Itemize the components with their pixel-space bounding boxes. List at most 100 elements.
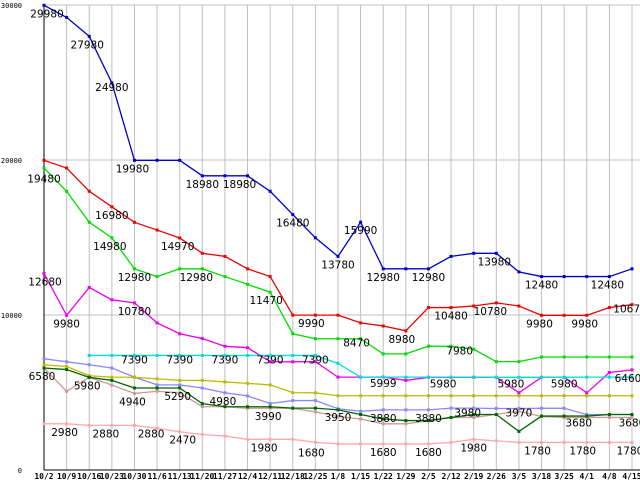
data-point [517,429,521,433]
data-point [404,442,408,446]
x-tick-label: 3/18 [532,472,551,480]
data-label: 2470 [169,435,196,447]
data-point [155,353,159,357]
data-point [472,415,476,419]
data-point [178,430,182,434]
data-point [246,174,250,178]
data-point [630,375,634,379]
data-point [223,391,227,395]
data-point [472,375,476,379]
data-point [87,189,91,193]
data-point [607,413,611,417]
data-point [540,406,544,410]
data-label: 10670 [613,304,640,316]
data-point [585,375,589,379]
data-label-layer: 29980 27980 24980 19980 18980 18980 16480 13780… [27,8,640,459]
data-point [223,353,227,357]
data-point [517,406,521,410]
data-point [42,366,46,370]
data-point [449,415,453,419]
data-point [65,189,69,193]
x-tick-label: 12/25 [303,472,327,480]
data-label: 1980 [460,442,487,454]
series-10 [42,422,634,446]
data-point [607,440,611,444]
data-point [110,205,114,209]
x-tick-label: 11/27 [213,472,237,480]
data-point [268,353,272,357]
data-point [494,394,498,398]
data-point [472,406,476,410]
data-point [517,394,521,398]
data-point [291,406,295,410]
data-point [426,306,430,310]
data-point [404,329,408,333]
data-point [313,236,317,240]
data-point [200,353,204,357]
data-label: 5999 [370,378,397,390]
data-point [404,375,408,379]
data-point [65,389,69,393]
data-point [562,275,566,279]
data-point [87,353,91,357]
series-7 [42,363,634,398]
data-point [200,405,204,409]
data-point [132,267,136,271]
data-label: 1780 [524,445,551,457]
data-point [268,402,272,406]
data-label: 12480 [525,280,558,292]
x-tick-label: 10/2 [34,472,53,480]
data-point [223,174,227,178]
data-point [268,405,272,409]
data-point [517,391,521,395]
data-point [132,375,136,379]
data-point [313,313,317,317]
data-point [562,355,566,359]
data-point [359,417,363,421]
data-point [200,433,204,437]
data-point [607,394,611,398]
data-point [381,324,385,328]
data-label: 10780 [118,306,151,318]
data-point [268,290,272,294]
x-tick-label: 10/30 [122,472,146,480]
data-label: 16480 [276,218,309,230]
data-label: 12680 [28,276,61,288]
data-point [87,374,91,378]
data-point [494,251,498,255]
data-label: 3880 [415,413,442,425]
data-label: 2980 [51,427,78,439]
x-tick-label: 3/5 [512,472,527,480]
data-label: 2880 [92,428,119,440]
data-point [472,347,476,351]
data-point [336,337,340,341]
data-label: 29980 [30,8,63,20]
data-point [313,337,317,341]
data-point [132,423,136,427]
data-label: 3880 [370,413,397,425]
data-point [246,282,250,286]
data-point [472,413,476,417]
data-point [404,408,408,412]
data-point [65,15,69,19]
data-label: 7390 [212,354,239,366]
data-label: 4980 [210,396,237,408]
data-point [246,405,250,409]
y-tick-label: 20000 [1,157,22,165]
data-point [42,357,46,361]
data-point [585,275,589,279]
data-point [132,158,136,162]
data-point [630,394,634,398]
data-label: 13780 [321,259,354,271]
data-label: 8470 [343,338,370,350]
data-point [246,381,250,385]
data-point [200,251,204,255]
data-point [562,414,566,418]
data-point [291,360,295,364]
data-point [313,410,317,414]
data-point [336,408,340,412]
data-point [517,304,521,308]
data-point [359,375,363,379]
